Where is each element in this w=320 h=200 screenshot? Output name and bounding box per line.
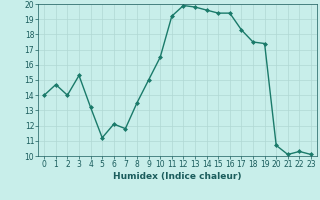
X-axis label: Humidex (Indice chaleur): Humidex (Indice chaleur) bbox=[113, 172, 242, 181]
